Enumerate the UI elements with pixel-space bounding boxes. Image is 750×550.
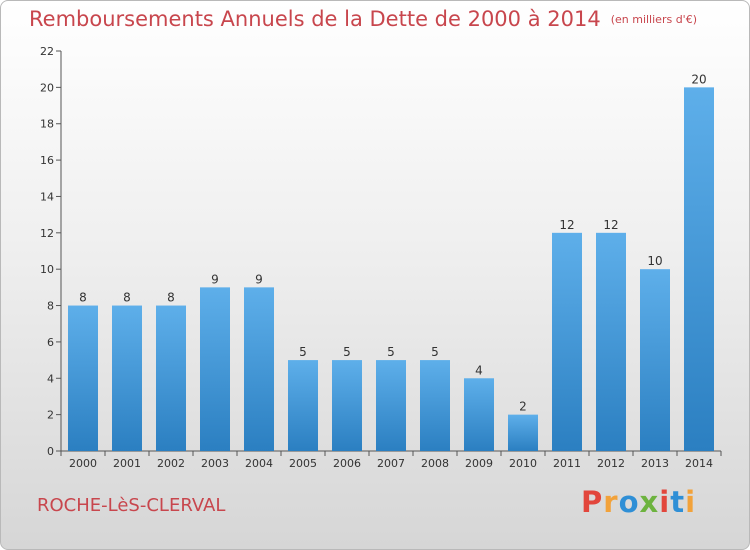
chart-unit: (en milliers d'€) (610, 13, 697, 26)
logo-letter: x (639, 485, 660, 519)
bar (68, 305, 98, 451)
y-tick-label: 6 (47, 336, 54, 349)
x-tick-label: 2011 (553, 457, 581, 470)
bar-value-label: 10 (647, 254, 662, 268)
y-tick-label: 0 (47, 445, 54, 458)
bar (332, 360, 362, 451)
bar-value-label: 12 (559, 218, 574, 232)
x-tick-label: 2003 (201, 457, 229, 470)
bar (596, 232, 626, 451)
chart-axes: 0 2 4 6 8 10 12 14 16 18 20 22 2000 2001 2002 2003 2004 2… (40, 45, 722, 470)
bar (288, 360, 318, 451)
logo-letter: i (685, 485, 697, 519)
bar (552, 232, 582, 451)
x-tick-label: 2006 (333, 457, 361, 470)
bar-value-label: 8 (167, 291, 175, 305)
bar-value-label: 9 (211, 272, 219, 286)
chart-data-labels: 8 8 8 9 9 5 5 5 5 4 2 12 12 10 20 (79, 72, 706, 413)
x-tick-label: 2014 (685, 457, 713, 470)
y-tick-label: 2 (47, 409, 54, 422)
chart-bars (68, 87, 714, 451)
logo-letter: o (618, 485, 640, 519)
bar-value-label: 2 (519, 400, 527, 414)
bar-value-label: 12 (603, 218, 618, 232)
bar-value-label: 5 (387, 345, 395, 359)
bar (200, 287, 230, 451)
logo-letter: t (670, 485, 686, 519)
bar (684, 87, 714, 451)
bar (156, 305, 186, 451)
x-tick-label: 2004 (245, 457, 273, 470)
x-tick-label: 2008 (421, 457, 449, 470)
y-tick-label: 20 (40, 81, 54, 94)
logo-letter: i (659, 485, 671, 519)
bar-value-label: 20 (691, 72, 706, 86)
commune-name: ROCHE-LèS-CLERVAL (37, 495, 226, 516)
y-tick-label: 10 (40, 263, 54, 276)
bar (464, 378, 494, 451)
y-tick-label: 16 (40, 154, 54, 167)
bar (420, 360, 450, 451)
bar (244, 287, 274, 451)
bar-value-label: 5 (431, 345, 439, 359)
x-tick-label: 2013 (641, 457, 669, 470)
x-tick-label: 2000 (69, 457, 97, 470)
y-tick-label: 8 (47, 300, 54, 313)
x-tick-label: 2009 (465, 457, 493, 470)
proxiti-logo: Proxiti (581, 485, 696, 519)
bar (376, 360, 406, 451)
bar-value-label: 4 (475, 363, 483, 377)
x-tick-label: 2001 (113, 457, 141, 470)
bar (112, 305, 142, 451)
x-tick-label: 2005 (289, 457, 317, 470)
y-tick-label: 12 (40, 227, 54, 240)
bar (640, 269, 670, 451)
logo-letter: r (603, 485, 619, 519)
bar-value-label: 8 (79, 291, 87, 305)
bar-value-label: 5 (299, 345, 307, 359)
x-tick-label: 2010 (509, 457, 537, 470)
x-tick-label: 2007 (377, 457, 405, 470)
y-tick-label: 22 (40, 45, 54, 58)
bar-value-label: 5 (343, 345, 351, 359)
bar-value-label: 9 (255, 272, 263, 286)
chart-title: Remboursements Annuels de la Dette de 20… (29, 7, 697, 31)
y-tick-label: 18 (40, 118, 54, 131)
x-tick-label: 2012 (597, 457, 625, 470)
bar (508, 414, 538, 451)
y-tick-label: 14 (40, 190, 54, 203)
bar-value-label: 8 (123, 291, 131, 305)
logo-letter: P (581, 485, 604, 519)
chart-title-text: Remboursements Annuels de la Dette de 20… (29, 7, 601, 31)
x-tick-label: 2002 (157, 457, 185, 470)
y-tick-label: 4 (47, 372, 54, 385)
